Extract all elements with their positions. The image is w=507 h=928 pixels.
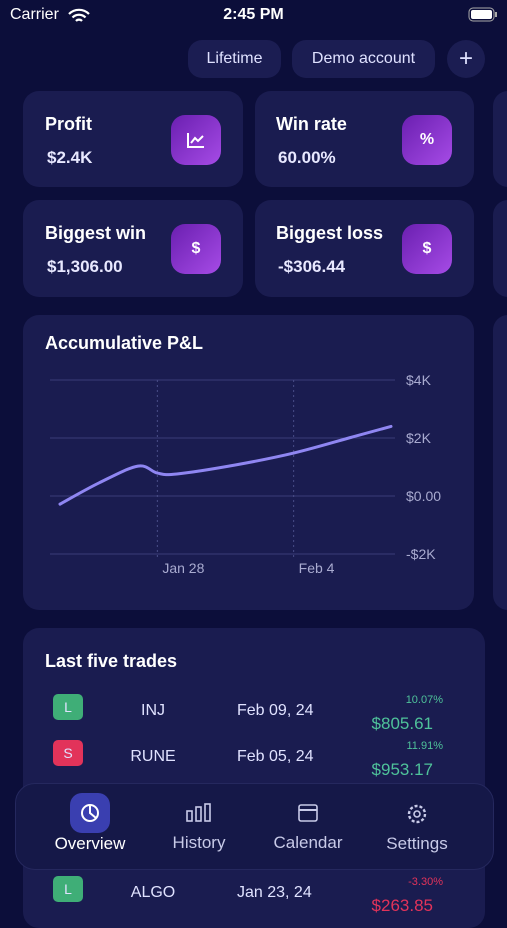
trades-title: Last five trades	[45, 651, 178, 671]
tab-icon	[298, 804, 318, 822]
stat-card: Win rate 60.00% %	[255, 91, 474, 187]
period-button[interactable]: Lifetime	[188, 40, 281, 78]
stat-card: Biggest loss -$306.44 $	[255, 200, 474, 297]
wifi-icon	[68, 8, 90, 22]
date: Feb 05, 24	[237, 748, 314, 765]
side-badge: L	[53, 694, 83, 720]
side-badge: S	[53, 740, 83, 766]
date: Jan 23, 24	[237, 884, 312, 901]
stat-icon: $	[402, 224, 452, 274]
date: Feb 09, 24	[237, 702, 314, 719]
pnl: $953.17	[371, 760, 433, 779]
percent: -3.30%	[408, 876, 443, 888]
stat-card: Biggest win $1,306.00 $	[23, 200, 243, 297]
y-tick-label: $4K	[406, 372, 432, 388]
stat-value: $1,306.00	[47, 257, 123, 276]
symbol: RUNE	[130, 748, 176, 765]
offscreen-card	[493, 315, 507, 610]
stat-label: Profit	[45, 114, 92, 134]
add-button[interactable]: +	[447, 40, 485, 78]
account-button[interactable]: Demo account	[292, 40, 435, 78]
stat-label: Biggest win	[45, 223, 147, 243]
stat-card: Profit $2.4K	[23, 91, 243, 187]
stat-icon: $	[171, 224, 221, 274]
tab-icon	[407, 804, 427, 824]
carrier: Carrier	[10, 6, 59, 23]
tab-calendar[interactable]: Calendar	[273, 833, 343, 852]
stat-label: Win rate	[276, 114, 347, 134]
trade-row: S RUNE Feb 05, 24 11.91% $953.17	[23, 736, 485, 779]
symbol: INJ	[141, 702, 165, 719]
offscreen-card	[493, 200, 507, 297]
chart-card: Accumulative P&L $4K $2K $0.00 -$2K Jan 28 Fe…	[23, 315, 474, 610]
y-tick-label: -$2K	[406, 546, 436, 562]
trade-row: L INJ Feb 09, 24 10.07% $805.61	[23, 690, 485, 733]
percent: 11.91%	[406, 740, 444, 752]
chart: Accumulative P&L $4K $2K $0.00 -$2K Jan 28 Fe…	[45, 333, 441, 576]
trades-card: Last five trades	[23, 628, 485, 928]
stat-value: -$306.44	[278, 257, 346, 276]
x-tick-label: Feb 4	[299, 560, 335, 576]
app-screen: Carrier 2:45 PM Lifetime Demo account + …	[10, 6, 507, 928]
stat-value: 60.00%	[278, 148, 336, 167]
stat-label: Biggest loss	[276, 223, 384, 243]
tab-icon-active	[70, 793, 110, 833]
battery-icon	[468, 7, 497, 22]
tab-overview[interactable]: Overview	[54, 834, 126, 853]
x-tick-label: Jan 28	[162, 560, 204, 576]
clock: 2:45 PM	[223, 6, 284, 23]
symbol: ALGO	[130, 884, 176, 901]
tab-icon	[186, 803, 211, 822]
tab-settings[interactable]: Settings	[386, 834, 448, 853]
tab-history[interactable]: History	[172, 833, 226, 852]
stat-value: $2.4K	[47, 148, 93, 167]
chart-title: Accumulative P&L	[45, 333, 203, 353]
pnl: $263.85	[371, 896, 433, 915]
stat-icon	[171, 115, 221, 165]
offscreen-card	[493, 91, 507, 187]
side-badge: L	[53, 876, 83, 902]
y-tick-label: $2K	[406, 430, 432, 446]
stat-icon: %	[402, 115, 452, 165]
percent: 10.07%	[405, 694, 443, 706]
trade-row: L ALGO Jan 23, 24 -3.30% $263.85	[23, 872, 485, 915]
y-tick-label: $0.00	[406, 488, 441, 504]
pnl: $805.61	[371, 714, 433, 733]
pnl-line	[58, 424, 393, 506]
